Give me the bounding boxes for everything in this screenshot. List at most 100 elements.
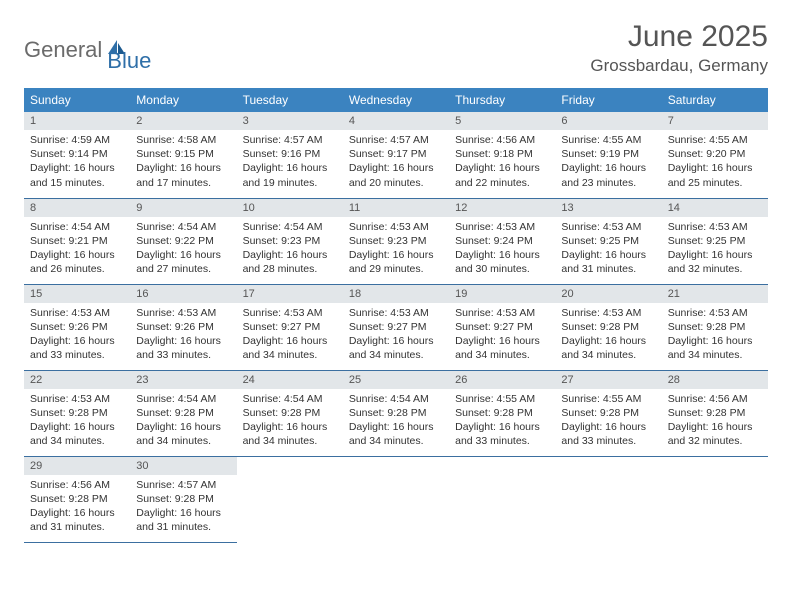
- day-number: 10: [237, 199, 343, 217]
- day-details: Sunrise: 4:53 AMSunset: 9:25 PMDaylight:…: [555, 217, 661, 283]
- day-number: 13: [555, 199, 661, 217]
- day-details: Sunrise: 4:53 AMSunset: 9:26 PMDaylight:…: [130, 303, 236, 369]
- title-block: June 2025 Grossbardau, Germany: [590, 20, 768, 76]
- day-number: 19: [449, 285, 555, 303]
- calendar-day-cell: 30Sunrise: 4:57 AMSunset: 9:28 PMDayligh…: [130, 456, 236, 542]
- calendar-day-cell: 11Sunrise: 4:53 AMSunset: 9:23 PMDayligh…: [343, 198, 449, 284]
- day-number: 20: [555, 285, 661, 303]
- logo-word-general: General: [24, 37, 102, 63]
- day-details: Sunrise: 4:53 AMSunset: 9:23 PMDaylight:…: [343, 217, 449, 283]
- calendar-day-cell: 7Sunrise: 4:55 AMSunset: 9:20 PMDaylight…: [662, 112, 768, 198]
- weekday-header: Thursday: [449, 88, 555, 112]
- calendar-day-cell: 18Sunrise: 4:53 AMSunset: 9:27 PMDayligh…: [343, 284, 449, 370]
- day-details: Sunrise: 4:55 AMSunset: 9:19 PMDaylight:…: [555, 130, 661, 196]
- day-details: Sunrise: 4:57 AMSunset: 9:16 PMDaylight:…: [237, 130, 343, 196]
- calendar-day-cell: 2Sunrise: 4:58 AMSunset: 9:15 PMDaylight…: [130, 112, 236, 198]
- weekday-header: Saturday: [662, 88, 768, 112]
- day-details: Sunrise: 4:56 AMSunset: 9:18 PMDaylight:…: [449, 130, 555, 196]
- day-number: 25: [343, 371, 449, 389]
- calendar-day-cell: 15Sunrise: 4:53 AMSunset: 9:26 PMDayligh…: [24, 284, 130, 370]
- day-details: Sunrise: 4:54 AMSunset: 9:28 PMDaylight:…: [130, 389, 236, 455]
- calendar-day-cell: 10Sunrise: 4:54 AMSunset: 9:23 PMDayligh…: [237, 198, 343, 284]
- day-number: 26: [449, 371, 555, 389]
- day-details: Sunrise: 4:55 AMSunset: 9:20 PMDaylight:…: [662, 130, 768, 196]
- calendar-week-row: 29Sunrise: 4:56 AMSunset: 9:28 PMDayligh…: [24, 456, 768, 542]
- day-details: Sunrise: 4:53 AMSunset: 9:27 PMDaylight:…: [237, 303, 343, 369]
- calendar-week-row: 8Sunrise: 4:54 AMSunset: 9:21 PMDaylight…: [24, 198, 768, 284]
- day-details: Sunrise: 4:53 AMSunset: 9:28 PMDaylight:…: [24, 389, 130, 455]
- day-details: Sunrise: 4:53 AMSunset: 9:28 PMDaylight:…: [662, 303, 768, 369]
- day-details: Sunrise: 4:55 AMSunset: 9:28 PMDaylight:…: [555, 389, 661, 455]
- day-number: 15: [24, 285, 130, 303]
- header: General Blue June 2025 Grossbardau, Germ…: [24, 20, 768, 76]
- day-details: Sunrise: 4:53 AMSunset: 9:26 PMDaylight:…: [24, 303, 130, 369]
- calendar-day-cell: 5Sunrise: 4:56 AMSunset: 9:18 PMDaylight…: [449, 112, 555, 198]
- day-details: Sunrise: 4:55 AMSunset: 9:28 PMDaylight:…: [449, 389, 555, 455]
- calendar-day-cell: 3Sunrise: 4:57 AMSunset: 9:16 PMDaylight…: [237, 112, 343, 198]
- day-number: 11: [343, 199, 449, 217]
- calendar-day-cell: 16Sunrise: 4:53 AMSunset: 9:26 PMDayligh…: [130, 284, 236, 370]
- calendar-day-cell: 6Sunrise: 4:55 AMSunset: 9:19 PMDaylight…: [555, 112, 661, 198]
- day-details: Sunrise: 4:53 AMSunset: 9:25 PMDaylight:…: [662, 217, 768, 283]
- calendar-day-cell: 25Sunrise: 4:54 AMSunset: 9:28 PMDayligh…: [343, 370, 449, 456]
- weekday-header: Tuesday: [237, 88, 343, 112]
- day-number: 21: [662, 285, 768, 303]
- day-number: 9: [130, 199, 236, 217]
- weekday-header: Wednesday: [343, 88, 449, 112]
- day-number: 24: [237, 371, 343, 389]
- calendar-day-cell: 14Sunrise: 4:53 AMSunset: 9:25 PMDayligh…: [662, 198, 768, 284]
- day-number: 29: [24, 457, 130, 475]
- calendar-empty-cell: [343, 456, 449, 542]
- day-number: 12: [449, 199, 555, 217]
- day-details: Sunrise: 4:57 AMSunset: 9:28 PMDaylight:…: [130, 475, 236, 541]
- day-number: 6: [555, 112, 661, 130]
- calendar-day-cell: 17Sunrise: 4:53 AMSunset: 9:27 PMDayligh…: [237, 284, 343, 370]
- day-details: Sunrise: 4:53 AMSunset: 9:27 PMDaylight:…: [343, 303, 449, 369]
- weekday-header: Friday: [555, 88, 661, 112]
- calendar-day-cell: 26Sunrise: 4:55 AMSunset: 9:28 PMDayligh…: [449, 370, 555, 456]
- calendar-day-cell: 21Sunrise: 4:53 AMSunset: 9:28 PMDayligh…: [662, 284, 768, 370]
- day-number: 2: [130, 112, 236, 130]
- day-number: 8: [24, 199, 130, 217]
- weekday-header: Monday: [130, 88, 236, 112]
- day-details: Sunrise: 4:59 AMSunset: 9:14 PMDaylight:…: [24, 130, 130, 196]
- day-number: 17: [237, 285, 343, 303]
- day-details: Sunrise: 4:56 AMSunset: 9:28 PMDaylight:…: [662, 389, 768, 455]
- day-number: 4: [343, 112, 449, 130]
- day-details: Sunrise: 4:58 AMSunset: 9:15 PMDaylight:…: [130, 130, 236, 196]
- day-number: 30: [130, 457, 236, 475]
- day-details: Sunrise: 4:54 AMSunset: 9:28 PMDaylight:…: [343, 389, 449, 455]
- page-title: June 2025: [590, 20, 768, 54]
- calendar-week-row: 1Sunrise: 4:59 AMSunset: 9:14 PMDaylight…: [24, 112, 768, 198]
- day-number: 22: [24, 371, 130, 389]
- calendar-day-cell: 19Sunrise: 4:53 AMSunset: 9:27 PMDayligh…: [449, 284, 555, 370]
- calendar-week-row: 22Sunrise: 4:53 AMSunset: 9:28 PMDayligh…: [24, 370, 768, 456]
- day-details: Sunrise: 4:53 AMSunset: 9:27 PMDaylight:…: [449, 303, 555, 369]
- calendar-day-cell: 12Sunrise: 4:53 AMSunset: 9:24 PMDayligh…: [449, 198, 555, 284]
- calendar-day-cell: 23Sunrise: 4:54 AMSunset: 9:28 PMDayligh…: [130, 370, 236, 456]
- calendar-week-row: 15Sunrise: 4:53 AMSunset: 9:26 PMDayligh…: [24, 284, 768, 370]
- day-number: 5: [449, 112, 555, 130]
- calendar-day-cell: 1Sunrise: 4:59 AMSunset: 9:14 PMDaylight…: [24, 112, 130, 198]
- calendar-day-cell: 9Sunrise: 4:54 AMSunset: 9:22 PMDaylight…: [130, 198, 236, 284]
- day-number: 27: [555, 371, 661, 389]
- day-number: 28: [662, 371, 768, 389]
- calendar-empty-cell: [555, 456, 661, 542]
- calendar-day-cell: 8Sunrise: 4:54 AMSunset: 9:21 PMDaylight…: [24, 198, 130, 284]
- calendar-day-cell: 24Sunrise: 4:54 AMSunset: 9:28 PMDayligh…: [237, 370, 343, 456]
- location-label: Grossbardau, Germany: [590, 56, 768, 76]
- logo: General Blue: [24, 26, 151, 74]
- calendar-day-cell: 22Sunrise: 4:53 AMSunset: 9:28 PMDayligh…: [24, 370, 130, 456]
- day-details: Sunrise: 4:56 AMSunset: 9:28 PMDaylight:…: [24, 475, 130, 541]
- day-number: 16: [130, 285, 236, 303]
- day-details: Sunrise: 4:53 AMSunset: 9:28 PMDaylight:…: [555, 303, 661, 369]
- day-number: 3: [237, 112, 343, 130]
- day-number: 1: [24, 112, 130, 130]
- calendar-day-cell: 27Sunrise: 4:55 AMSunset: 9:28 PMDayligh…: [555, 370, 661, 456]
- day-details: Sunrise: 4:57 AMSunset: 9:17 PMDaylight:…: [343, 130, 449, 196]
- calendar-day-cell: 28Sunrise: 4:56 AMSunset: 9:28 PMDayligh…: [662, 370, 768, 456]
- calendar-day-cell: 13Sunrise: 4:53 AMSunset: 9:25 PMDayligh…: [555, 198, 661, 284]
- calendar-day-cell: 20Sunrise: 4:53 AMSunset: 9:28 PMDayligh…: [555, 284, 661, 370]
- calendar-table: SundayMondayTuesdayWednesdayThursdayFrid…: [24, 88, 768, 543]
- day-number: 18: [343, 285, 449, 303]
